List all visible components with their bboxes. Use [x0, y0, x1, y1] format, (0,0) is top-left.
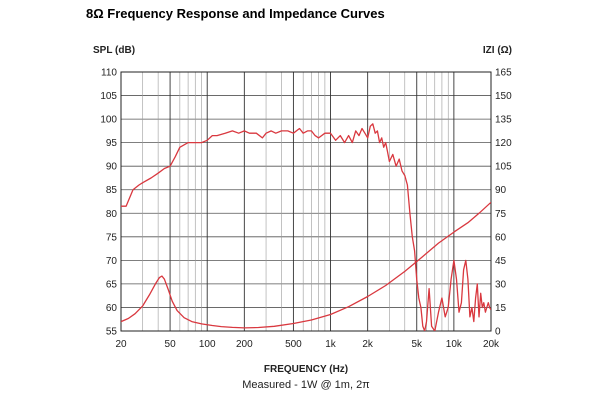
- series: [121, 123, 491, 331]
- left-tick-label: 110: [101, 68, 117, 79]
- left-tick-label: 75: [106, 232, 118, 243]
- right-tick-label: 90: [495, 185, 507, 196]
- right-tick-label: 60: [495, 232, 507, 243]
- right-tick-label: 165: [495, 68, 512, 79]
- x-tick-label: 20k: [483, 339, 500, 350]
- x-axis-label: FREQUENCY (Hz): [264, 364, 348, 375]
- left-tick-label: 95: [106, 138, 118, 149]
- x-tick-label: 20: [115, 339, 127, 350]
- plot-frame: [120, 71, 492, 332]
- spl-curve: [121, 123, 491, 331]
- left-axis-ticks: 55 60 65 70 75 80 85 90 95 100 105 110: [100, 68, 117, 338]
- left-tick-label: 85: [106, 185, 118, 196]
- right-tick-label: 105: [495, 162, 512, 173]
- left-tick-label: 105: [100, 91, 117, 102]
- right-tick-label: 150: [495, 91, 512, 102]
- right-tick-label: 120: [495, 138, 512, 149]
- left-tick-label: 90: [106, 162, 118, 173]
- measurement-note: Measured - 1W @ 1m, 2π: [242, 379, 370, 391]
- x-axis-ticks: 20 50 100 200 500 1k 2k 5k 10k 20k: [115, 339, 500, 350]
- left-tick-label: 55: [106, 327, 118, 338]
- left-tick-label: 70: [106, 256, 118, 267]
- left-tick-label: 80: [106, 209, 118, 220]
- x-tick-label: 100: [199, 339, 216, 350]
- right-tick-label: 75: [495, 209, 507, 220]
- left-tick-label: 60: [106, 303, 118, 314]
- right-tick-label: 30: [495, 279, 507, 290]
- grid: [121, 71, 491, 332]
- impedance-curve: [121, 201, 491, 329]
- left-tick-label: 100: [100, 115, 117, 126]
- x-tick-label: 2k: [362, 339, 374, 350]
- right-tick-label: 45: [495, 256, 507, 267]
- right-tick-label: 15: [495, 303, 507, 314]
- x-tick-label: 50: [165, 339, 177, 350]
- right-tick-label: 135: [495, 115, 512, 126]
- x-tick-label: 10k: [446, 339, 463, 350]
- x-tick-label: 1k: [325, 339, 337, 350]
- right-tick-label: 0: [495, 327, 501, 338]
- y-axis-left-label: SPL (dB): [93, 45, 135, 56]
- x-tick-label: 5k: [411, 339, 423, 350]
- x-tick-label: 200: [236, 339, 253, 350]
- x-tick-label: 500: [285, 339, 302, 350]
- right-axis-ticks: 0 15 30 45 60 75 90 105 120 135 150 165: [495, 68, 512, 338]
- left-tick-label: 65: [106, 279, 118, 290]
- y-axis-right-label: IZI (Ω): [483, 45, 512, 56]
- chart-title: 8Ω Frequency Response and Impedance Curv…: [86, 6, 385, 21]
